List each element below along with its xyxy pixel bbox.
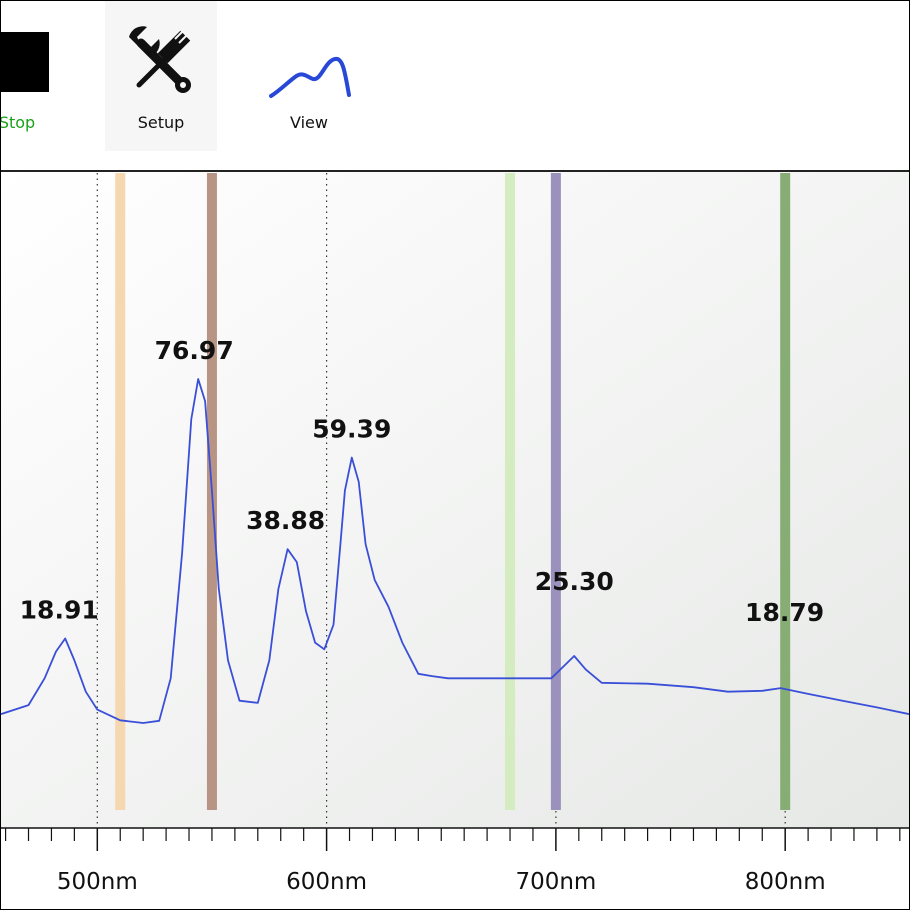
setup-button-label: Setup — [137, 113, 185, 132]
stop-button-label: Stop — [0, 113, 36, 132]
wavelength-marker-band[interactable] — [115, 173, 126, 810]
peak-value-label: 18.91 — [20, 595, 99, 624]
wavelength-marker-band[interactable] — [505, 173, 516, 810]
toolbar-divider — [1, 170, 909, 172]
spectrum-line — [1, 378, 909, 724]
stop-button[interactable]: Stop — [0, 1, 81, 151]
plot-background — [1, 172, 909, 828]
setup-button[interactable]: Setup — [105, 1, 217, 151]
peak-value-label: 18.79 — [745, 598, 824, 627]
wavelength-marker-band[interactable] — [550, 173, 561, 810]
toolbar: Stop Setup View — [1, 1, 909, 153]
view-button[interactable]: View — [251, 1, 367, 151]
x-tick-label: 600nm — [286, 869, 367, 895]
wavelength-marker-band[interactable] — [780, 173, 791, 810]
wrench-screwdriver-icon — [129, 26, 191, 93]
peak-value-label: 25.30 — [535, 567, 614, 596]
peak-value-label: 76.97 — [155, 336, 234, 365]
stop-square-icon — [1, 32, 49, 92]
peak-value-label: 59.39 — [312, 415, 391, 444]
peak-value-label: 38.88 — [246, 506, 325, 535]
x-tick-label: 500nm — [57, 869, 138, 895]
view-button-label: View — [290, 113, 328, 132]
x-tick-label: 800nm — [745, 869, 826, 895]
waveform-icon — [269, 56, 351, 98]
x-tick-label: 700nm — [515, 869, 596, 895]
